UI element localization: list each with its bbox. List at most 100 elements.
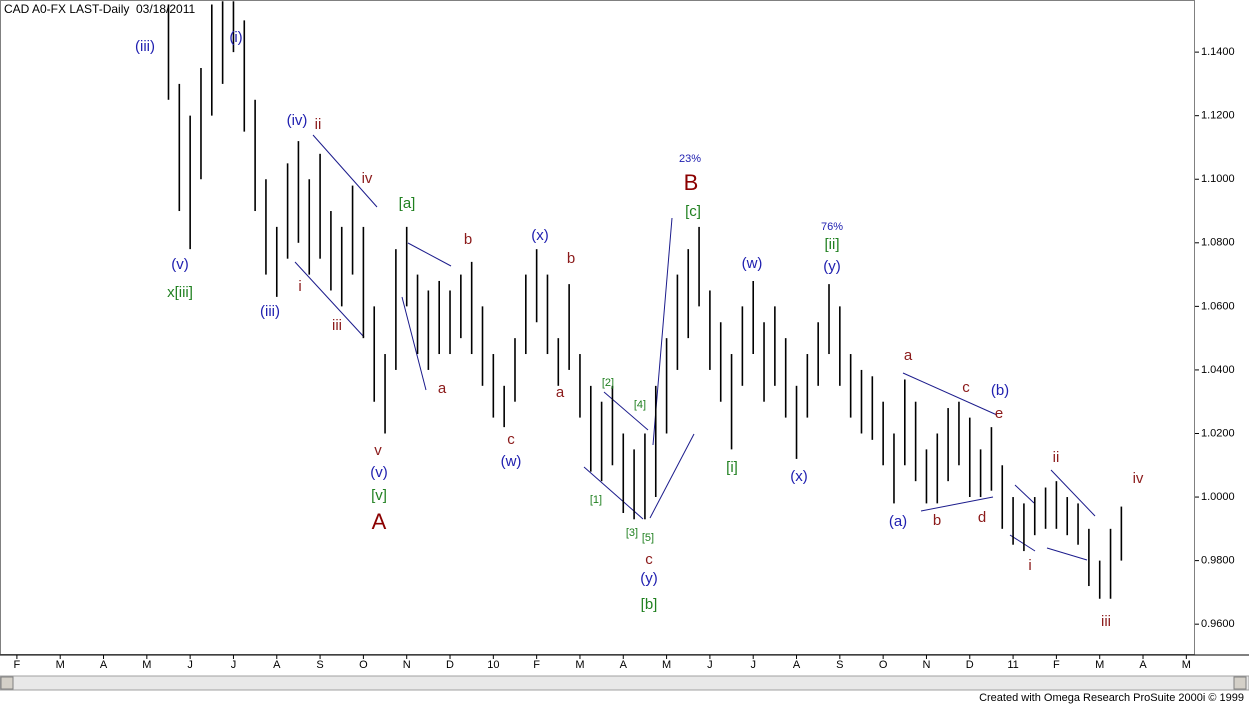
trend-line [1009, 534, 1036, 552]
scrollbar[interactable] [0, 675, 1249, 691]
wave-label: (v) [370, 464, 388, 481]
x-tick-label: 11 [1007, 659, 1018, 671]
y-tick-label: 1.1400 [1201, 46, 1235, 58]
scroll-left-button[interactable] [0, 676, 14, 690]
x-tick-label: A [273, 659, 281, 671]
wave-label: (x) [531, 227, 549, 244]
x-tick-label: J [187, 659, 193, 671]
wave-label: i [1028, 557, 1031, 574]
wave-label: (y) [823, 258, 841, 275]
wave-label: c [962, 379, 970, 396]
scroll-right-button[interactable] [1233, 676, 1247, 690]
wave-label: 23% [679, 153, 701, 165]
wave-label: (iii) [135, 38, 155, 55]
x-tick-label: A [1139, 659, 1147, 671]
wave-label: b [933, 512, 941, 529]
wave-label: c [645, 551, 653, 568]
wave-label: iii [1101, 613, 1111, 630]
y-tick-label: 1.0200 [1201, 427, 1235, 439]
wave-label: [c] [685, 203, 701, 220]
x-tick-label: N [403, 659, 411, 671]
wave-label: ii [315, 116, 322, 133]
y-tick-label: 1.0000 [1201, 491, 1235, 503]
trend-line [401, 296, 427, 391]
trend-line [583, 466, 644, 520]
x-tick-label: S [316, 659, 323, 671]
x-tick-label: F [1053, 659, 1060, 671]
x-tick-label: M [575, 659, 584, 671]
trend-line [312, 134, 378, 208]
x-tick-label: F [14, 659, 21, 671]
wave-label: a [556, 384, 565, 401]
wave-label: b [567, 250, 575, 267]
chart-title: CAD A0-FX LAST-Daily [4, 2, 129, 16]
wave-label: c [507, 431, 515, 448]
trend-line [294, 261, 365, 338]
wave-label: [b] [641, 596, 658, 613]
x-tick-label: D [446, 659, 454, 671]
x-tick-label: M [56, 659, 65, 671]
x-tick-label: J [750, 659, 756, 671]
x-tick-label: 10 [487, 659, 499, 671]
y-tick-label: 0.9600 [1201, 618, 1235, 630]
trend-line [649, 433, 695, 519]
footer: Created with Omega Research ProSuite 200… [979, 692, 1244, 704]
y-tick-label: 1.0800 [1201, 237, 1235, 249]
x-tick-label: M [662, 659, 671, 671]
wave-label: ii [1053, 449, 1060, 466]
x-tick-label: F [533, 659, 540, 671]
wave-label: 76% [821, 221, 843, 233]
wave-label: A [372, 509, 387, 534]
chart-date: 03/18/2011 [136, 2, 195, 16]
trend-line [920, 496, 994, 512]
trend-line [902, 372, 998, 416]
x-tick-label: A [100, 659, 108, 671]
wave-label: (v) [171, 256, 189, 273]
wave-label: i [298, 278, 301, 295]
y-tick-label: 0.9800 [1201, 555, 1235, 567]
wave-label: (i) [229, 29, 242, 46]
wave-label: [ii] [825, 236, 840, 253]
x-tick-label: M [1095, 659, 1104, 671]
x-tick-label: O [359, 659, 368, 671]
x-tick-label: A [793, 659, 801, 671]
trend-line [603, 391, 649, 431]
y-tick-label: 1.0400 [1201, 364, 1235, 376]
trend-line [407, 242, 452, 267]
trend-line [1050, 469, 1096, 517]
wave-label: [i] [726, 459, 738, 476]
x-tick-label: N [922, 659, 930, 671]
y-tick-label: 1.1000 [1201, 173, 1235, 185]
x-tick-label: M [142, 659, 151, 671]
x-tick-label: D [966, 659, 974, 671]
wave-label: [a] [399, 195, 416, 212]
wave-label: iv [1133, 470, 1144, 487]
wave-label: [5] [642, 532, 654, 544]
wave-label: (w) [501, 453, 522, 470]
wave-label: [1] [590, 494, 602, 506]
wave-label: [2] [602, 377, 614, 389]
wave-label: [4] [634, 399, 646, 411]
wave-label: a [438, 380, 447, 397]
wave-label: b [464, 231, 472, 248]
wave-label: x[iii] [167, 284, 193, 301]
wave-label: (iv) [287, 112, 308, 129]
wave-label: (iii) [260, 303, 280, 320]
wave-label: [v] [371, 487, 387, 504]
wave-label: e [995, 405, 1003, 422]
x-tick-label: J [231, 659, 237, 671]
wave-label: (a) [889, 513, 907, 530]
wave-label: iv [362, 170, 373, 187]
wave-label: (b) [991, 382, 1009, 399]
wave-label: (y) [640, 570, 658, 587]
x-tick-label: M [1182, 659, 1191, 671]
wave-label: d [978, 509, 986, 526]
wave-label: (x) [790, 468, 808, 485]
wave-label: [3] [626, 527, 638, 539]
wave-label: a [904, 347, 913, 364]
wave-label: B [684, 170, 699, 195]
y-tick-label: 1.0600 [1201, 300, 1235, 312]
